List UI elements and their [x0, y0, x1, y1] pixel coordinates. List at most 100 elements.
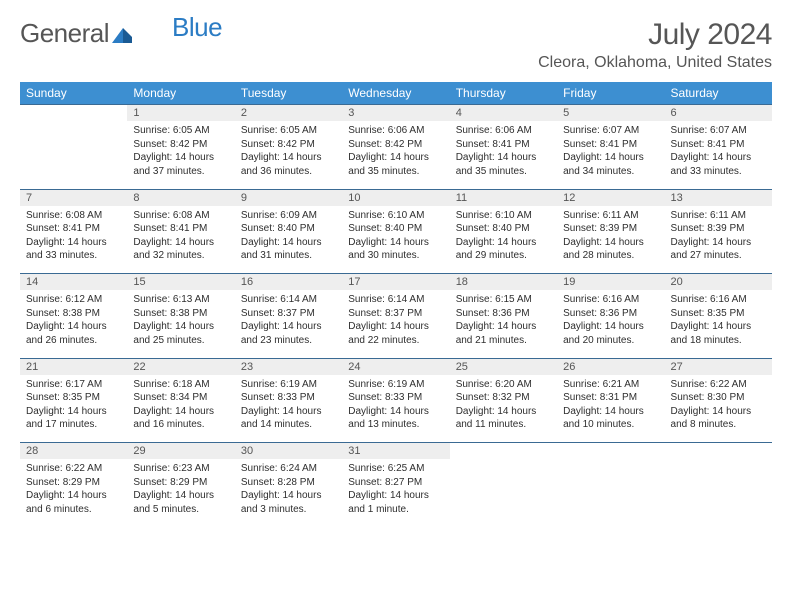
sunrise-line: Sunrise: 6:06 AM [348, 124, 443, 138]
day-number: 18 [450, 274, 557, 291]
sunrise-line: Sunrise: 6:22 AM [26, 462, 121, 476]
sunrise-line: Sunrise: 6:11 AM [563, 209, 658, 223]
sunrise-line: Sunrise: 6:05 AM [133, 124, 228, 138]
day-cell: Sunrise: 6:18 AMSunset: 8:34 PMDaylight:… [127, 375, 234, 443]
daylight-line: Daylight: 14 hours and 33 minutes. [671, 151, 766, 178]
sunset-line: Sunset: 8:29 PM [133, 476, 228, 490]
content-row: Sunrise: 6:12 AMSunset: 8:38 PMDaylight:… [20, 290, 772, 358]
sunset-line: Sunset: 8:34 PM [133, 391, 228, 405]
sunrise-line: Sunrise: 6:08 AM [133, 209, 228, 223]
day-cell: Sunrise: 6:16 AMSunset: 8:36 PMDaylight:… [557, 290, 664, 358]
day-cell: Sunrise: 6:16 AMSunset: 8:35 PMDaylight:… [665, 290, 772, 358]
daylight-line: Daylight: 14 hours and 25 minutes. [133, 320, 228, 347]
daylight-line: Daylight: 14 hours and 13 minutes. [348, 405, 443, 432]
sunrise-line: Sunrise: 6:19 AM [348, 378, 443, 392]
sunrise-line: Sunrise: 6:24 AM [241, 462, 336, 476]
sunrise-line: Sunrise: 6:25 AM [348, 462, 443, 476]
day-number: 31 [342, 443, 449, 460]
day-number: 8 [127, 189, 234, 206]
sunrise-line: Sunrise: 6:22 AM [671, 378, 766, 392]
day-number: 30 [235, 443, 342, 460]
content-row: Sunrise: 6:17 AMSunset: 8:35 PMDaylight:… [20, 375, 772, 443]
sunrise-line: Sunrise: 6:16 AM [671, 293, 766, 307]
day-number: 9 [235, 189, 342, 206]
day-cell: Sunrise: 6:10 AMSunset: 8:40 PMDaylight:… [450, 206, 557, 274]
empty-daynum [557, 443, 664, 460]
daylight-line: Daylight: 14 hours and 16 minutes. [133, 405, 228, 432]
daylight-line: Daylight: 14 hours and 36 minutes. [241, 151, 336, 178]
day-number: 1 [127, 105, 234, 122]
content-row: Sunrise: 6:05 AMSunset: 8:42 PMDaylight:… [20, 121, 772, 189]
daylight-line: Daylight: 14 hours and 28 minutes. [563, 236, 658, 263]
empty-cell [557, 459, 664, 527]
sunset-line: Sunset: 8:32 PM [456, 391, 551, 405]
sunset-line: Sunset: 8:41 PM [133, 222, 228, 236]
day-cell: Sunrise: 6:12 AMSunset: 8:38 PMDaylight:… [20, 290, 127, 358]
day-number: 12 [557, 189, 664, 206]
day-cell: Sunrise: 6:07 AMSunset: 8:41 PMDaylight:… [665, 121, 772, 189]
sunrise-line: Sunrise: 6:06 AM [456, 124, 551, 138]
day-cell: Sunrise: 6:13 AMSunset: 8:38 PMDaylight:… [127, 290, 234, 358]
daylight-line: Daylight: 14 hours and 20 minutes. [563, 320, 658, 347]
day-number: 22 [127, 358, 234, 375]
empty-daynum [450, 443, 557, 460]
day-number: 23 [235, 358, 342, 375]
daylight-line: Daylight: 14 hours and 8 minutes. [671, 405, 766, 432]
day-cell: Sunrise: 6:15 AMSunset: 8:36 PMDaylight:… [450, 290, 557, 358]
day-cell: Sunrise: 6:24 AMSunset: 8:28 PMDaylight:… [235, 459, 342, 527]
day-cell: Sunrise: 6:05 AMSunset: 8:42 PMDaylight:… [235, 121, 342, 189]
day-cell: Sunrise: 6:22 AMSunset: 8:30 PMDaylight:… [665, 375, 772, 443]
sunset-line: Sunset: 8:41 PM [26, 222, 121, 236]
day-number: 10 [342, 189, 449, 206]
daylight-line: Daylight: 14 hours and 31 minutes. [241, 236, 336, 263]
day-cell: Sunrise: 6:14 AMSunset: 8:37 PMDaylight:… [342, 290, 449, 358]
sunrise-line: Sunrise: 6:14 AM [241, 293, 336, 307]
daylight-line: Daylight: 14 hours and 21 minutes. [456, 320, 551, 347]
weekday-wednesday: Wednesday [342, 82, 449, 105]
logo-text-b: Blue [172, 12, 222, 43]
daylight-line: Daylight: 14 hours and 35 minutes. [348, 151, 443, 178]
day-cell: Sunrise: 6:19 AMSunset: 8:33 PMDaylight:… [342, 375, 449, 443]
sunrise-line: Sunrise: 6:07 AM [671, 124, 766, 138]
sunset-line: Sunset: 8:42 PM [348, 138, 443, 152]
daylight-line: Daylight: 14 hours and 27 minutes. [671, 236, 766, 263]
day-number: 7 [20, 189, 127, 206]
sunset-line: Sunset: 8:37 PM [241, 307, 336, 321]
sunrise-line: Sunrise: 6:08 AM [26, 209, 121, 223]
day-cell: Sunrise: 6:06 AMSunset: 8:41 PMDaylight:… [450, 121, 557, 189]
sunrise-line: Sunrise: 6:20 AM [456, 378, 551, 392]
sunset-line: Sunset: 8:38 PM [26, 307, 121, 321]
sunrise-line: Sunrise: 6:16 AM [563, 293, 658, 307]
sunset-line: Sunset: 8:37 PM [348, 307, 443, 321]
daylight-line: Daylight: 14 hours and 23 minutes. [241, 320, 336, 347]
day-number: 25 [450, 358, 557, 375]
day-cell: Sunrise: 6:06 AMSunset: 8:42 PMDaylight:… [342, 121, 449, 189]
day-cell: Sunrise: 6:19 AMSunset: 8:33 PMDaylight:… [235, 375, 342, 443]
day-number: 20 [665, 274, 772, 291]
empty-cell [20, 121, 127, 189]
day-cell: Sunrise: 6:08 AMSunset: 8:41 PMDaylight:… [127, 206, 234, 274]
sunrise-line: Sunrise: 6:23 AM [133, 462, 228, 476]
day-number: 19 [557, 274, 664, 291]
daynum-row: 28293031 [20, 443, 772, 460]
day-cell: Sunrise: 6:11 AMSunset: 8:39 PMDaylight:… [557, 206, 664, 274]
daylight-line: Daylight: 14 hours and 18 minutes. [671, 320, 766, 347]
day-cell: Sunrise: 6:23 AMSunset: 8:29 PMDaylight:… [127, 459, 234, 527]
day-number: 15 [127, 274, 234, 291]
day-cell: Sunrise: 6:08 AMSunset: 8:41 PMDaylight:… [20, 206, 127, 274]
sunset-line: Sunset: 8:30 PM [671, 391, 766, 405]
daynum-row: 14151617181920 [20, 274, 772, 291]
sunrise-line: Sunrise: 6:14 AM [348, 293, 443, 307]
sunrise-line: Sunrise: 6:17 AM [26, 378, 121, 392]
day-number: 29 [127, 443, 234, 460]
daylight-line: Daylight: 14 hours and 33 minutes. [26, 236, 121, 263]
daylight-line: Daylight: 14 hours and 29 minutes. [456, 236, 551, 263]
sunset-line: Sunset: 8:39 PM [671, 222, 766, 236]
sunrise-line: Sunrise: 6:15 AM [456, 293, 551, 307]
content-row: Sunrise: 6:22 AMSunset: 8:29 PMDaylight:… [20, 459, 772, 527]
sunrise-line: Sunrise: 6:05 AM [241, 124, 336, 138]
sunrise-line: Sunrise: 6:09 AM [241, 209, 336, 223]
logo-text-a: General [20, 18, 109, 49]
daynum-row: 123456 [20, 105, 772, 122]
sunset-line: Sunset: 8:40 PM [348, 222, 443, 236]
